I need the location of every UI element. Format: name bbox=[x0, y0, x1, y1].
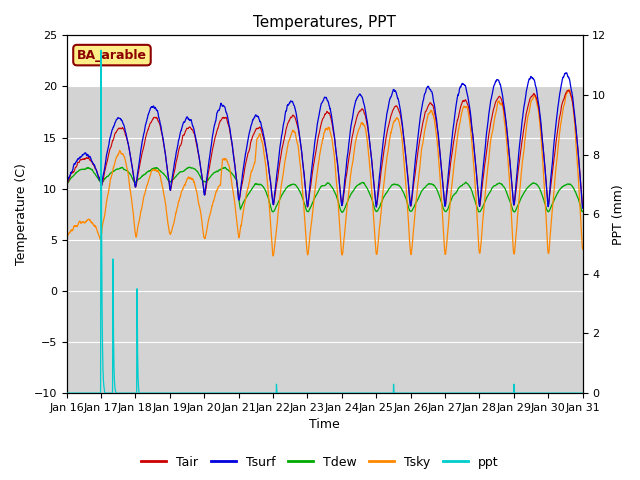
Tsurf bbox=[351, 104, 358, 110]
Tdew bbox=[548, 203, 556, 208]
Tsky bbox=[63, 235, 70, 240]
Tair bbox=[207, 158, 214, 164]
Tdew bbox=[579, 209, 586, 215]
Tdew bbox=[63, 180, 70, 186]
ppt bbox=[533, 390, 541, 396]
Tdew bbox=[186, 164, 194, 170]
Line: Tdew: Tdew bbox=[67, 167, 582, 212]
Tsurf bbox=[339, 193, 347, 199]
Tsurf bbox=[474, 191, 482, 196]
Tdew bbox=[207, 173, 214, 179]
Tsky bbox=[548, 216, 556, 222]
Y-axis label: Temperature (C): Temperature (C) bbox=[15, 163, 28, 265]
Tsky bbox=[475, 238, 483, 244]
Tdew bbox=[340, 208, 348, 214]
Legend: Tair, Tsurf, Tdew, Tsky, ppt: Tair, Tsurf, Tdew, Tsky, ppt bbox=[136, 451, 504, 474]
Bar bbox=[67, 86, 582, 393]
Tsurf bbox=[207, 147, 214, 153]
Line: ppt: ppt bbox=[67, 50, 582, 393]
Tair bbox=[475, 194, 483, 200]
Tsky bbox=[269, 253, 277, 259]
X-axis label: Time: Time bbox=[309, 419, 340, 432]
Title: Temperatures, PPT: Temperatures, PPT bbox=[253, 15, 396, 30]
Tsurf bbox=[547, 170, 555, 176]
ppt bbox=[207, 390, 214, 396]
Tair bbox=[304, 204, 312, 210]
Tdew bbox=[475, 209, 483, 215]
Tsky bbox=[351, 144, 358, 150]
Tair bbox=[340, 195, 348, 201]
ppt bbox=[548, 390, 556, 396]
ppt bbox=[351, 390, 358, 396]
ppt bbox=[340, 390, 348, 396]
Tair bbox=[548, 177, 556, 183]
Line: Tsurf: Tsurf bbox=[67, 73, 582, 208]
Tsky bbox=[533, 103, 541, 108]
Tsurf bbox=[579, 205, 586, 211]
ppt bbox=[475, 390, 483, 396]
Tsky bbox=[207, 210, 214, 216]
Tsky bbox=[579, 246, 586, 252]
Tair bbox=[564, 87, 572, 93]
Tdew bbox=[351, 186, 358, 192]
Tair bbox=[351, 123, 358, 129]
Tair bbox=[63, 180, 70, 186]
Text: BA_arable: BA_arable bbox=[77, 48, 147, 61]
Line: Tsky: Tsky bbox=[67, 90, 582, 256]
Tsurf bbox=[563, 70, 570, 76]
Tsurf bbox=[63, 181, 70, 187]
Tair bbox=[579, 203, 586, 209]
Tsky bbox=[565, 87, 573, 93]
ppt bbox=[63, 390, 70, 396]
Tair bbox=[533, 98, 541, 104]
Tsurf bbox=[533, 89, 541, 95]
ppt bbox=[579, 390, 586, 396]
Tsky bbox=[340, 243, 348, 249]
ppt bbox=[97, 48, 105, 53]
Tdew bbox=[339, 209, 346, 215]
Line: Tair: Tair bbox=[67, 90, 582, 207]
Y-axis label: PPT (mm): PPT (mm) bbox=[612, 184, 625, 245]
Tdew bbox=[534, 182, 541, 188]
